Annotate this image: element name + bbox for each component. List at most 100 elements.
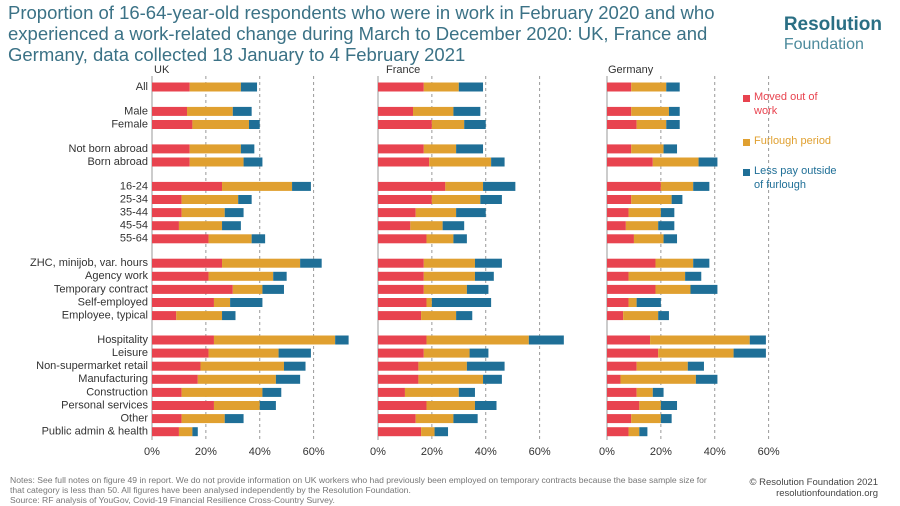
bar-segment	[426, 298, 432, 307]
bar-segment	[429, 157, 492, 167]
bar-segment	[152, 258, 223, 268]
y-tick-label: Female	[111, 118, 148, 130]
y-tick-label: 16-24	[120, 180, 148, 192]
bar-segment	[423, 82, 459, 92]
bar-segment	[224, 208, 244, 218]
legend-item: Less pay outside of furlough	[743, 164, 843, 192]
bar-segment	[273, 271, 287, 281]
bar-segment	[421, 311, 457, 321]
bar-segment	[378, 401, 427, 410]
bar-segment	[413, 106, 454, 116]
bar-segment	[378, 144, 424, 154]
y-tick-label: Not born abroad	[69, 143, 149, 155]
bar-segment	[208, 271, 274, 281]
bar-segment	[631, 82, 667, 92]
notes: Notes: See full notes on figure 49 in re…	[10, 475, 720, 505]
legend-swatch	[743, 169, 750, 176]
source-text: Source: RF analysis of YouGov, Covid-19 …	[10, 495, 335, 505]
bar-segment	[458, 82, 484, 92]
bar-segment	[378, 348, 424, 358]
bar-segment	[660, 414, 672, 424]
bar-segment	[607, 335, 651, 345]
chart-title: Proportion of 16-64-year-old respondents…	[8, 2, 715, 65]
bar-segment	[378, 195, 432, 204]
x-tick-label: 60%	[758, 446, 780, 458]
panel-title: UK	[154, 64, 170, 76]
bar-segment	[251, 234, 266, 244]
bar-segment	[152, 311, 177, 321]
y-tick-label: Self-employed	[78, 296, 148, 308]
bar-segment	[607, 181, 661, 191]
bar-segment	[607, 387, 637, 397]
bar-segment	[607, 414, 632, 424]
bar-segment	[607, 234, 634, 244]
bar-segment	[378, 374, 419, 384]
bar-segment	[152, 361, 201, 371]
x-tick-label: 60%	[529, 446, 551, 458]
bar-segment	[628, 271, 686, 281]
bar-segment	[668, 106, 680, 116]
bar-segment	[445, 181, 484, 191]
bar-segment	[421, 427, 435, 437]
y-tick-label: 35-44	[120, 207, 148, 219]
bar-segment	[607, 271, 629, 281]
legend: Moved out of work Furlough period Less pay…	[743, 90, 843, 208]
bar-segment	[636, 361, 688, 371]
bar-segment	[474, 258, 502, 268]
bar-segment	[733, 348, 766, 358]
panel-title: France	[386, 64, 420, 76]
y-tick-label: Agency work	[85, 270, 148, 282]
y-tick-label: 25-34	[120, 193, 148, 205]
bar-segment	[181, 414, 225, 424]
bar-segment	[607, 82, 632, 92]
x-tick-label: 0%	[599, 446, 615, 458]
bar-segment	[650, 335, 750, 345]
bar-segment	[639, 427, 648, 437]
bar-segment	[607, 311, 624, 321]
bar-segment	[222, 221, 241, 231]
y-tick-label: Other	[120, 413, 148, 425]
bar-segment	[292, 181, 311, 191]
bar-segment	[633, 234, 664, 244]
bar-segment	[607, 195, 632, 204]
website: resolutionfoundation.org	[776, 488, 878, 499]
x-tick-label: 60%	[303, 446, 325, 458]
legend-label: Moved out of work	[754, 91, 818, 117]
x-tick-label: 20%	[650, 446, 672, 458]
copyright: © Resolution Foundation 2021 resolutionf…	[750, 477, 878, 499]
bar-segment	[652, 387, 664, 397]
bar-segment	[240, 82, 258, 92]
logo-line: Resolution	[783, 14, 882, 35]
bar-segment	[426, 335, 529, 345]
bar-segment	[666, 82, 680, 92]
bar-segment	[378, 234, 427, 244]
bar-segment	[652, 157, 699, 167]
bar-segment	[464, 120, 486, 129]
bar-segment	[474, 401, 497, 410]
bar-segment	[262, 387, 282, 397]
bar-segment	[434, 427, 449, 437]
bar-segment	[181, 387, 263, 397]
bar-segment	[607, 120, 637, 129]
bar-segment	[415, 414, 454, 424]
bar-segment	[152, 82, 190, 92]
bar-segment	[187, 106, 233, 116]
bar-segment	[607, 361, 637, 371]
bar-segment	[442, 221, 465, 231]
y-tick-label: Male	[124, 105, 148, 117]
bar-segment	[152, 195, 182, 204]
bar-segment	[378, 284, 424, 294]
bar-segment	[208, 234, 252, 244]
bar-segment	[491, 157, 505, 167]
bar-segment	[607, 106, 632, 116]
legend-item: Moved out of work	[743, 90, 843, 118]
bar-segment	[178, 221, 223, 231]
bar-segment	[208, 348, 279, 358]
bar-segment	[378, 414, 416, 424]
bar-segment	[639, 401, 661, 410]
bar-segment	[378, 361, 419, 371]
bar-segment	[224, 414, 244, 424]
bar-segment	[275, 374, 301, 384]
bar-segment	[693, 181, 710, 191]
bar-segment	[410, 221, 443, 231]
